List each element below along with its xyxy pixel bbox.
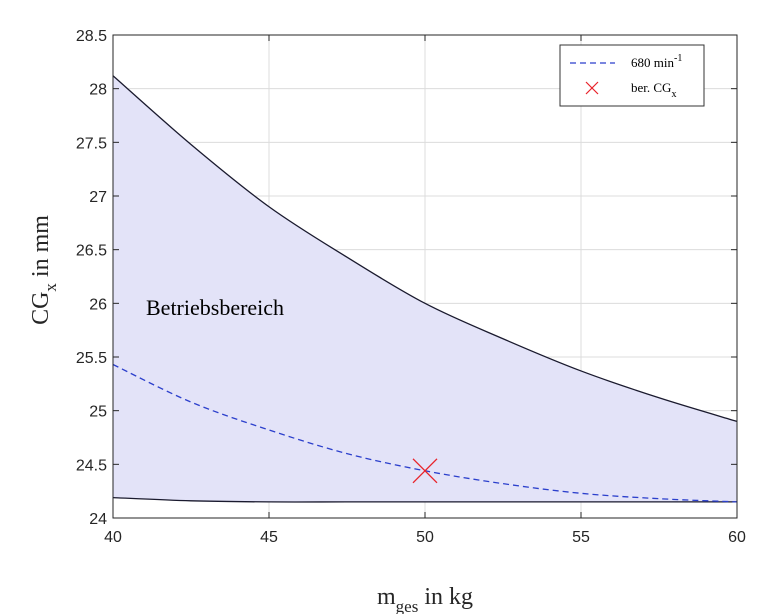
marker-layer [412,458,438,484]
x-tick-label-4: 60 [728,529,746,546]
legend-label-marker-sub: x [671,89,676,100]
axes [112,34,738,519]
region-lower-boundary [112,496,737,503]
legend-label-marker-main: ber. CG [631,80,671,95]
y-tick-label-4: 26 [89,296,107,313]
x-tick-label-3: 55 [572,529,590,546]
y-axis-label: CGx in mm [28,215,60,325]
region-label: Betriebsbereich [146,295,284,320]
y-tick-label-2: 25 [89,404,107,421]
legend-marker-x [585,81,599,95]
y-axis-label-main: CG [28,292,54,325]
series-line-0 [112,363,738,503]
legend-label-marker: ber. CGx [631,80,676,100]
x-tick-label-2: 50 [416,529,434,546]
marker-x-0 [412,458,438,484]
x-axis-label: mges in kg [377,584,473,614]
y-tick-label-5: 26.5 [76,243,107,260]
tick-labels: 40 45 50 55 60 24 24.5 25 25.5 26 26.5 27 27.5 28 28.5 [76,28,746,546]
x-axis-label-main: m [377,584,396,610]
legend-box [559,44,705,107]
x-axis-label-sub: ges [396,597,419,614]
legend-label-680-main: 680 min [631,55,674,70]
operating-region [112,75,738,503]
legend: 680 min-1 ber. CGx [559,44,705,107]
x-tick-label-0: 40 [104,529,122,546]
legend-label-680-sup: -1 [674,53,682,64]
legend-label-680: 680 min-1 [631,53,682,70]
y-tick-label-6: 27 [89,189,107,206]
region-upper-boundary [112,75,738,423]
y-tick-label-1: 24.5 [76,457,107,474]
x-axis-label-rest: in kg [418,584,473,610]
y-tick-label-7: 27.5 [76,135,107,152]
y-tick-label-3: 25.5 [76,350,107,367]
y-axis-label-sub: x [41,283,60,292]
y-axis-label-rest: in mm [28,215,54,283]
y-tick-label-9: 28.5 [76,28,107,45]
y-tick-label-0: 24 [89,511,107,528]
x-tick-label-1: 45 [260,529,278,546]
y-tick-label-8: 28 [89,82,107,99]
region-fill [113,75,737,502]
series-layer [112,363,738,503]
